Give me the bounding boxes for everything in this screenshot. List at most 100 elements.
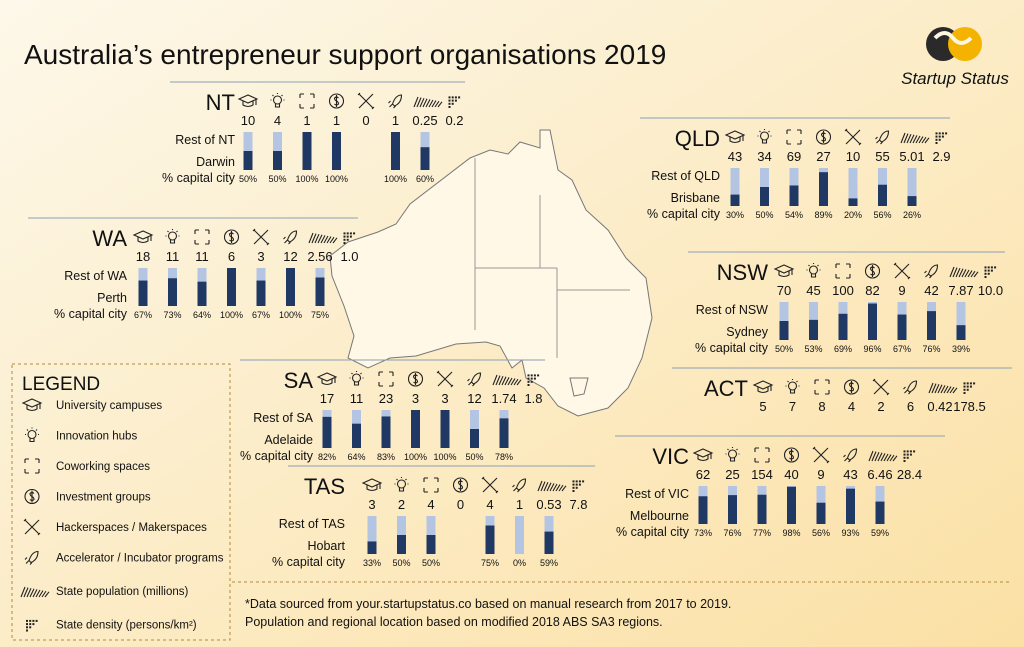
icon-part — [451, 96, 454, 99]
count: 23 — [379, 391, 393, 406]
pct-label: 26% — [903, 210, 921, 220]
icon — [806, 263, 821, 278]
icon-part — [808, 265, 819, 275]
pct-label: 50% — [239, 174, 257, 184]
capital-bar — [779, 321, 789, 340]
icon-part — [24, 550, 39, 565]
capital-bar — [760, 187, 769, 206]
icon — [357, 92, 375, 110]
icon-part — [783, 447, 800, 463]
count: 82 — [865, 283, 879, 298]
icon — [812, 446, 830, 464]
icon-part — [552, 483, 558, 492]
icon — [893, 262, 911, 280]
icon-part — [752, 380, 774, 390]
icon — [814, 379, 830, 395]
icon — [20, 586, 50, 598]
icon-part — [935, 138, 938, 141]
icon-part — [346, 238, 349, 241]
icon-part — [877, 452, 883, 462]
icon-part — [454, 99, 457, 102]
capital-bar — [302, 132, 312, 170]
state-name: TAS — [304, 474, 345, 499]
count: 6 — [228, 249, 235, 264]
icon-part — [527, 380, 530, 383]
icon-part — [530, 374, 533, 377]
pct-label: 30% — [726, 210, 744, 220]
legend-item: Coworking spaces — [56, 461, 150, 473]
icon-part — [237, 94, 259, 104]
count: 8 — [818, 399, 825, 414]
pct-label: 100% — [325, 174, 348, 184]
icon — [773, 264, 795, 278]
icon-part — [843, 379, 860, 395]
icon-part — [987, 269, 990, 272]
icon-part — [132, 230, 154, 240]
icon-part — [787, 381, 798, 391]
footnote: *Data sourced from your.startupstatus.co… — [245, 597, 731, 611]
icon-part — [361, 478, 383, 488]
icon — [24, 488, 40, 505]
count: 3 — [441, 391, 448, 406]
icon-part — [332, 237, 338, 244]
count: 1 — [392, 113, 399, 128]
rest-label: Rest of SA — [253, 411, 313, 425]
icon-part — [25, 427, 39, 443]
icon-part — [868, 450, 874, 462]
icon-part — [41, 590, 47, 598]
icon-part — [558, 484, 564, 492]
pct-label: 67% — [252, 310, 270, 320]
legend-item: State population (millions) — [56, 586, 188, 598]
legend-item: University campuses — [56, 400, 162, 412]
icon — [844, 128, 862, 146]
icon-part — [343, 235, 346, 238]
icon — [21, 398, 43, 412]
icon-part — [351, 373, 362, 383]
icon-part — [909, 453, 912, 456]
icon-part — [572, 483, 575, 486]
icon-part — [311, 233, 317, 244]
capital-bar — [138, 280, 148, 306]
icon — [572, 480, 585, 492]
icon — [815, 129, 832, 145]
icon-part — [26, 587, 32, 598]
state-name: QLD — [675, 126, 720, 151]
icon-part — [969, 385, 972, 388]
icon-part — [35, 619, 38, 622]
pct-label: 67% — [893, 344, 911, 354]
capital-bar — [168, 278, 177, 306]
count: 11 — [166, 249, 180, 264]
count: 55 — [875, 149, 889, 164]
icon-part — [924, 264, 939, 279]
capital-bar — [315, 277, 325, 306]
brand: Startup Status — [901, 69, 1009, 88]
legend-title: LEGEND — [22, 374, 100, 395]
count: 154 — [751, 467, 773, 482]
count: 7 — [789, 399, 796, 414]
icon-part — [467, 372, 482, 387]
pct-label: 20% — [844, 210, 862, 220]
icon-part — [952, 387, 958, 394]
icon-part — [366, 485, 378, 492]
legend-item: Accelerator / Incubator programs — [56, 553, 224, 565]
pct-caption: % capital city — [272, 555, 346, 569]
icon-part — [32, 619, 35, 622]
icon-part — [958, 268, 964, 278]
capital-bar — [411, 410, 420, 448]
icon — [785, 379, 800, 394]
icon — [452, 477, 469, 493]
icon-part — [272, 95, 283, 105]
count: 3 — [257, 249, 264, 264]
icon-part — [35, 589, 41, 598]
icon-part — [984, 269, 987, 272]
capital-label: Sydney — [726, 325, 768, 339]
icon — [875, 130, 890, 145]
icon — [24, 458, 40, 474]
icon-part — [343, 232, 346, 235]
icon-part — [26, 405, 38, 412]
icon-part — [428, 99, 434, 108]
count: 70 — [777, 283, 791, 298]
capital-label: Melbourne — [630, 509, 689, 523]
icon-part — [903, 460, 906, 462]
icon-part — [44, 591, 50, 598]
